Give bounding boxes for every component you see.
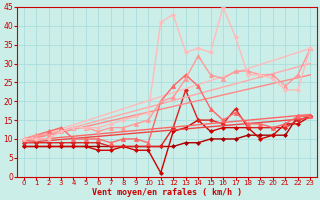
X-axis label: Vent moyen/en rafales ( km/h ): Vent moyen/en rafales ( km/h ) bbox=[92, 188, 242, 197]
